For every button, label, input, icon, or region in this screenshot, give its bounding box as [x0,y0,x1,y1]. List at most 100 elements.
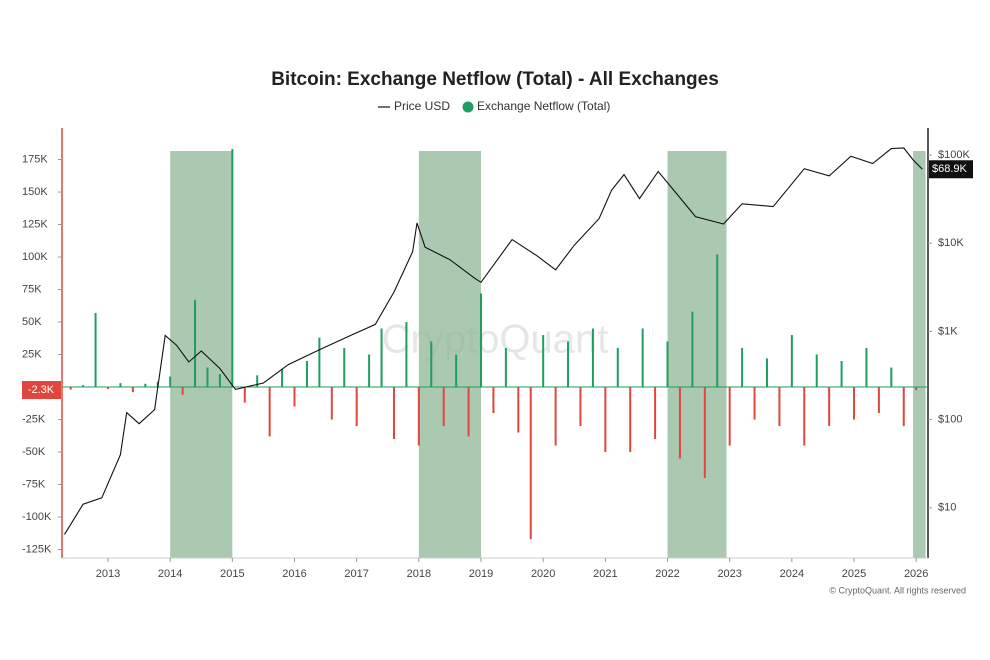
netflow-bar [231,149,234,388]
netflow-bar [703,387,706,479]
netflow-bar [131,387,134,393]
netflow-bar [504,348,507,388]
netflow-bar [293,387,296,407]
netflow-bar [330,387,333,420]
last-price-box [929,160,973,179]
legend-dot-swatch [462,101,474,113]
netflow-bar [902,387,905,427]
netflow-bar [803,387,806,446]
y-tick-label: -125K [22,543,52,555]
netflow-bar [281,368,284,388]
netflow-bar [753,387,756,420]
netflow-bar [430,341,433,388]
y-tick-label: 25K [22,348,42,360]
y-tick-label: 50K [22,316,42,328]
footer: © CryptoQuant. All rights reserved [829,585,966,595]
y2-tick-label: $10 [938,502,956,514]
netflow-bar [355,387,358,427]
netflow-bar [629,387,632,453]
netflow-bar [218,374,221,388]
netflow-bar [107,387,110,389]
last-netflow-box [22,381,61,400]
netflow-bar [368,354,371,388]
x-tick-label: 2015 [220,568,244,580]
netflow-bar [654,387,657,440]
y-tick-label: 175K [22,153,48,165]
netflow-bar [392,387,395,440]
x-tick-label: 2024 [780,568,804,580]
netflow-bar [343,348,346,388]
x-tick-label: 2013 [96,568,120,580]
netflow-bar [840,361,843,388]
netflow-bar [417,387,420,446]
netflow-bar [480,293,483,388]
y2-tick-label: $10K [938,237,964,249]
y-tick-label: 125K [22,218,48,230]
y-tick-label: -50K [22,446,46,458]
netflow-bar [567,341,570,388]
netflow-bar [554,387,557,446]
netflow-bar [728,387,731,446]
netflow-bar [691,311,694,388]
x-tick-label: 2021 [593,568,617,580]
netflow-bar [268,387,271,437]
netflow-bar [194,299,197,388]
netflow-bar [305,361,308,388]
netflow-bar [678,387,681,459]
highlight-band [418,151,482,558]
netflow-bar [94,312,97,388]
price-line [64,147,923,535]
netflow-bar [790,335,793,388]
netflow-bar [604,387,607,453]
x-tick-label: 2026 [904,568,928,580]
netflow-bar [119,383,122,388]
netflow-bar [467,387,470,437]
y-tick-label: -25K [22,413,46,425]
netflow-bar [529,387,532,540]
netflow-bar [405,322,408,388]
netflow-bar [865,348,868,388]
watermark: CryptoQuant [382,318,609,362]
y-tick-label: -100K [22,511,52,523]
x-tick-label: 2022 [655,568,679,580]
netflow-bar [591,328,594,388]
netflow-bar [181,387,184,395]
x-tick-label: 2017 [344,568,368,580]
netflow-bar [442,387,445,427]
y-tick-label: 75K [22,283,42,295]
netflow-bar [256,375,259,388]
netflow-bar [666,341,669,388]
netflow-bar [144,383,147,388]
netflow-bar [716,254,719,388]
legend-label[interactable]: Exchange Netflow (Total) [477,99,610,113]
netflow-bar [853,387,856,420]
highlight-band [913,151,926,558]
y-tick-label: 100K [22,251,48,263]
netflow-bar [206,367,209,388]
last-netflow-label: -2.3K [28,384,55,396]
netflow-bar [243,387,246,403]
netflow-bar [877,387,880,414]
netflow-bar [455,354,458,388]
y2-tick-label: $1K [938,325,958,337]
netflow-bar [915,387,918,391]
netflow-bar [741,348,744,388]
legend-label[interactable]: Price USD [394,99,450,113]
x-tick-label: 2016 [282,568,306,580]
netflow-bar [492,387,495,414]
last-price-label: $68.9K [932,163,968,175]
netflow-bar [641,328,644,388]
netflow-bar [778,387,781,427]
x-tick-label: 2023 [717,568,741,580]
x-tick-label: 2019 [469,568,493,580]
netflow-bar [890,367,893,388]
netflow-bar [517,387,520,433]
netflow-bar [380,328,383,388]
netflow-bar [69,387,72,390]
netflow-bar [579,387,582,427]
x-tick-label: 2020 [531,568,555,580]
netflow-bar [765,358,768,388]
highlight-band [170,151,233,558]
x-tick-label: 2018 [407,568,431,580]
